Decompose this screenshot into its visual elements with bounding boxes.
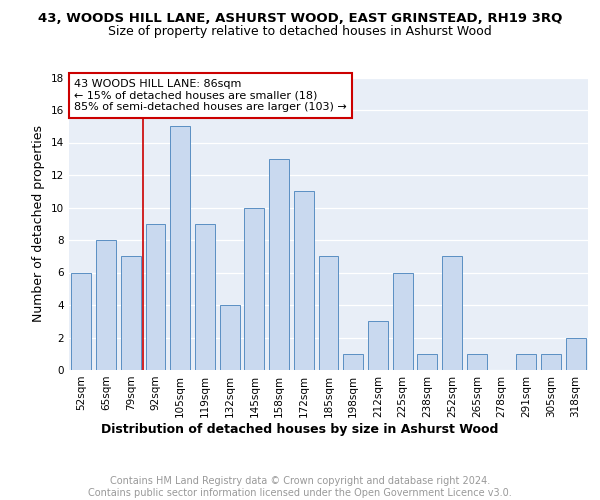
Bar	[96, 240, 116, 370]
Text: 43, WOODS HILL LANE, ASHURST WOOD, EAST GRINSTEAD, RH19 3RQ: 43, WOODS HILL LANE, ASHURST WOOD, EAST …	[38, 12, 562, 26]
Bar	[442, 256, 462, 370]
Bar	[467, 354, 487, 370]
Bar	[244, 208, 264, 370]
Bar	[220, 305, 239, 370]
Bar	[269, 159, 289, 370]
Bar	[541, 354, 561, 370]
Y-axis label: Number of detached properties: Number of detached properties	[32, 125, 46, 322]
Bar	[121, 256, 140, 370]
Bar	[566, 338, 586, 370]
Bar	[71, 272, 91, 370]
Bar	[418, 354, 437, 370]
Bar	[294, 191, 314, 370]
Bar	[146, 224, 166, 370]
Bar	[517, 354, 536, 370]
Text: Size of property relative to detached houses in Ashurst Wood: Size of property relative to detached ho…	[108, 25, 492, 38]
Text: Distribution of detached houses by size in Ashurst Wood: Distribution of detached houses by size …	[101, 422, 499, 436]
Text: Contains HM Land Registry data © Crown copyright and database right 2024.
Contai: Contains HM Land Registry data © Crown c…	[88, 476, 512, 498]
Bar	[195, 224, 215, 370]
Bar	[170, 126, 190, 370]
Bar	[393, 272, 413, 370]
Bar	[343, 354, 363, 370]
Bar	[368, 322, 388, 370]
Text: 43 WOODS HILL LANE: 86sqm
← 15% of detached houses are smaller (18)
85% of semi-: 43 WOODS HILL LANE: 86sqm ← 15% of detac…	[74, 79, 347, 112]
Bar	[319, 256, 338, 370]
